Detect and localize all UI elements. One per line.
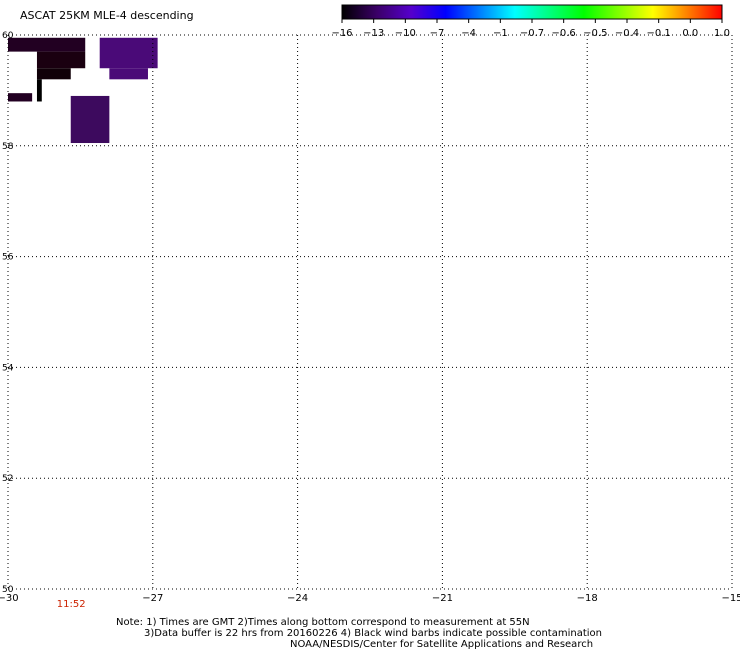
longitude-tick-label: −27 — [142, 593, 163, 604]
wind-data-cell — [8, 93, 33, 102]
wind-data-cell — [70, 95, 110, 144]
colorbar-label: 0.0 — [682, 28, 698, 39]
longitude-tick-label: −24 — [287, 593, 308, 604]
map-title: ASCAT 25KM MLE-4 descending — [20, 9, 194, 22]
colorbar-label: −0.4 — [615, 28, 639, 39]
longitude-tick-label: −15 — [721, 593, 740, 604]
colorbar-label: 1.0 — [714, 28, 730, 39]
longitude-tick-label: −30 — [0, 593, 19, 604]
note-line-2: 3)Data buffer is 22 hrs from 20160226 4)… — [144, 628, 602, 639]
latitude-tick-label: 52 — [2, 474, 13, 484]
colorbar-label: −10 — [395, 28, 416, 39]
wind-data-cell — [8, 37, 86, 52]
colorbar-label: −0.6 — [552, 28, 576, 39]
latitude-tick-label: 60 — [2, 31, 14, 41]
longitude-tick-label: −18 — [577, 593, 598, 604]
note-line-3: NOAA/NESDIS/Center for Satellite Applica… — [290, 639, 594, 650]
colorbar-label: −1 — [493, 28, 508, 39]
wind-data-cell — [109, 68, 148, 80]
colorbar-label: −4 — [461, 28, 476, 39]
pass-time-label: 11:52 — [56, 599, 86, 610]
wind-data-cell — [36, 51, 86, 69]
colorbar-legend: −16 −13 −10 −7 −4 −1 −0.7 −0.6 −0.5 −0.4 −0.1 0.0 1.… — [331, 4, 730, 39]
colorbar-label: −16 — [331, 28, 352, 39]
colorbar-label: −7 — [430, 28, 445, 39]
latitude-tick-label: 54 — [2, 363, 14, 373]
wind-data-cell — [36, 79, 42, 102]
wind-data-cell — [99, 37, 158, 69]
wind-data-cell — [36, 68, 71, 80]
note-line-1: Note: 1) Times are GMT 2)Times along bot… — [116, 617, 530, 628]
latitude-tick-label: 58 — [2, 142, 14, 152]
colorbar-label: −0.1 — [647, 28, 671, 39]
map-plot-area: −30 −27 −24 −21 −18 −15 60 58 56 54 52 50 — [0, 31, 740, 604]
colorbar-label: −13 — [363, 28, 384, 39]
longitude-tick-label: −21 — [432, 593, 453, 604]
latitude-tick-label: 56 — [2, 253, 14, 263]
colorbar-label: −0.7 — [520, 28, 544, 39]
colorbar-label: −0.5 — [583, 28, 607, 39]
latitude-tick-label: 50 — [2, 585, 14, 595]
